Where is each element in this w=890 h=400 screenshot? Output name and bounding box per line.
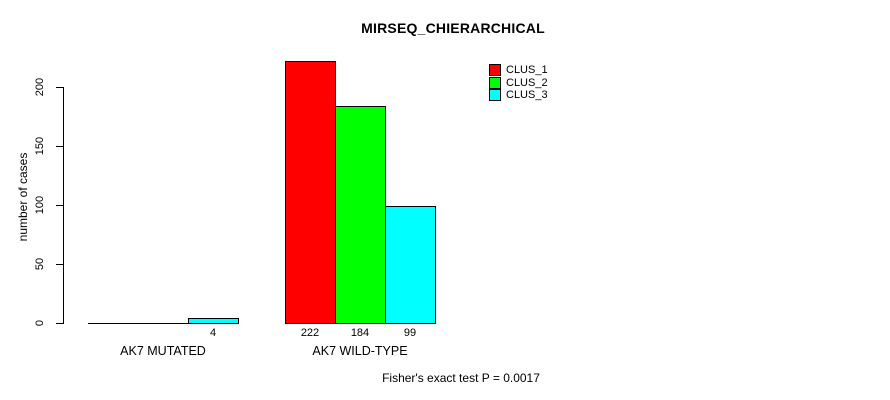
y-axis-label: number of cases xyxy=(16,152,30,242)
legend-row: CLUS_1 xyxy=(489,64,548,77)
x-category-label: AK7 WILD-TYPE xyxy=(312,344,408,358)
legend-label: CLUS_1 xyxy=(506,64,548,77)
x-category-label: AK7 MUTATED xyxy=(120,344,206,358)
y-axis-tick xyxy=(56,263,63,265)
legend-swatch-clus_2 xyxy=(489,76,501,89)
chart-title: MIRSEQ_CHIERARCHICAL xyxy=(361,20,545,36)
y-axis-tick-label: 100 xyxy=(34,195,46,214)
bar-value-label: 4 xyxy=(209,327,217,339)
bar-clus_2-2 xyxy=(335,105,386,325)
legend-swatch-clus_1 xyxy=(489,64,501,77)
legend-swatch-clus_3 xyxy=(489,89,501,102)
bar-clus_3-2 xyxy=(385,205,436,325)
y-axis-tick xyxy=(56,145,63,147)
bar-clus_1-2 xyxy=(285,61,336,325)
zero-bar-clus_1-1 xyxy=(88,322,139,324)
y-axis-tick xyxy=(56,322,63,324)
y-axis-tick-label: 0 xyxy=(34,319,46,326)
legend: CLUS_1 CLUS_2 CLUS_3 xyxy=(489,64,548,102)
annotation-text: Fisher's exact test P = 0.0017 xyxy=(382,371,540,385)
y-axis-tick-label: 200 xyxy=(34,77,46,97)
legend-row: CLUS_3 xyxy=(489,89,548,102)
bar-value-label: 99 xyxy=(403,327,417,339)
y-axis-tick-label: 50 xyxy=(34,257,46,270)
bar-value-label: 222 xyxy=(300,327,320,339)
bar-value-label: 184 xyxy=(350,327,370,339)
zero-bar-clus_2-1 xyxy=(138,322,189,324)
y-axis-tick-label: 150 xyxy=(34,136,46,156)
y-axis-tick xyxy=(56,87,63,88)
legend-row: CLUS_2 xyxy=(489,76,548,90)
y-axis-tick xyxy=(56,204,63,206)
bar-clus_3-1 xyxy=(188,317,239,325)
legend-label: CLUS_2 xyxy=(506,76,548,89)
legend-label: CLUS_3 xyxy=(506,89,548,102)
y-axis-line xyxy=(63,87,64,324)
